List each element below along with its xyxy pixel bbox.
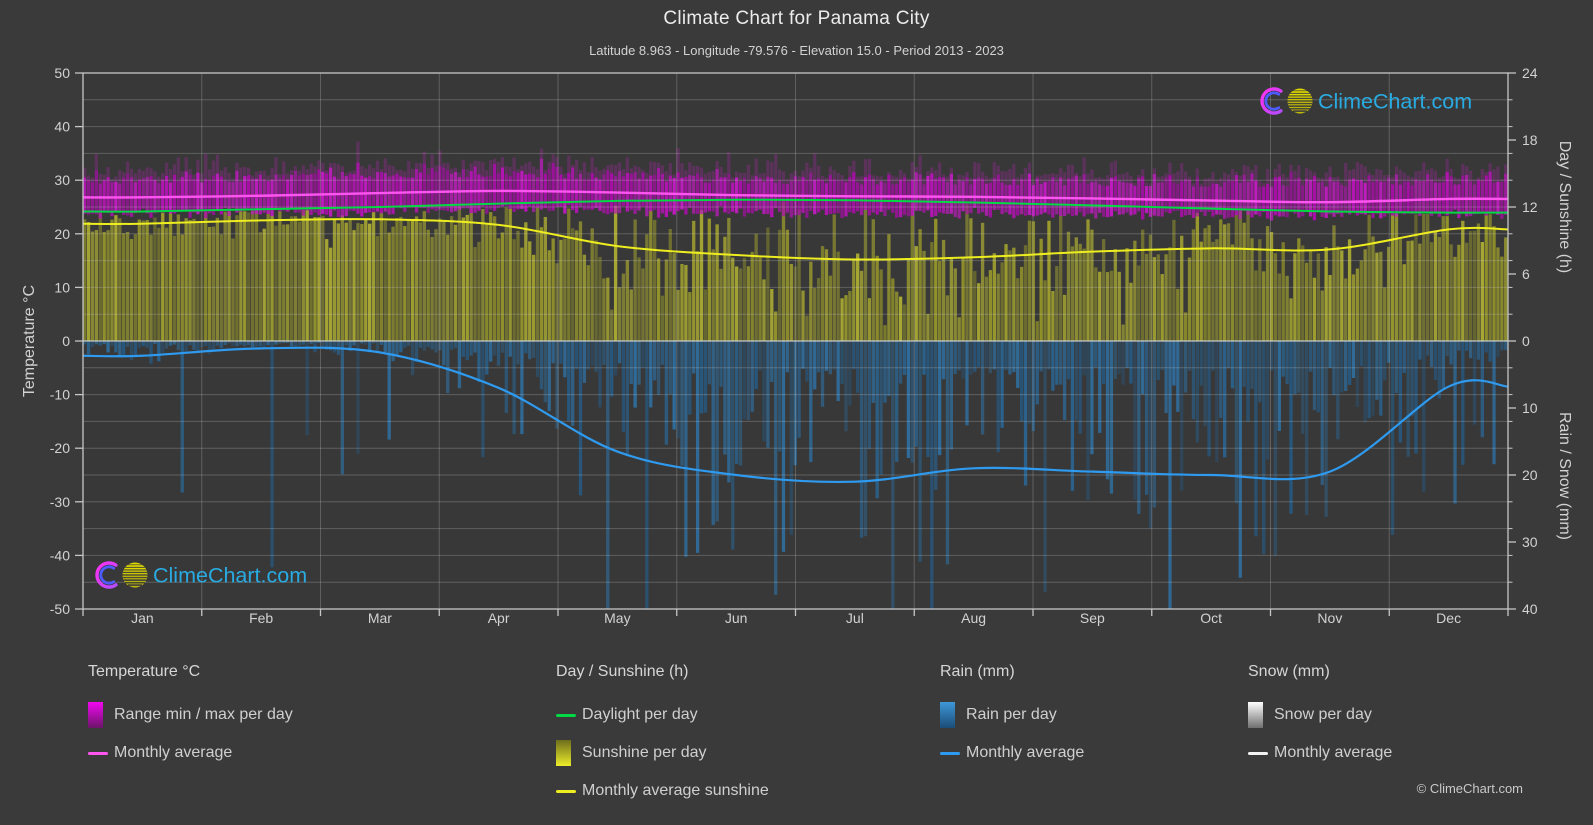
legend-item-label: Monthly average [966, 744, 1085, 761]
legend-header-snow: Snow (mm) [1248, 663, 1330, 680]
daylight-line-icon [556, 713, 576, 717]
svg-text:-40: -40 [50, 547, 70, 563]
svg-text:Aug: Aug [961, 610, 986, 626]
svg-text:20: 20 [54, 226, 70, 242]
rain-average-line-icon [940, 751, 960, 755]
snow-swatch-icon [1248, 702, 1263, 728]
chart-subtitle: Latitude 8.963 - Longitude -79.576 - Ele… [589, 43, 1004, 58]
climechart-watermark-text: ClimeChart.com [1318, 90, 1472, 114]
sunshine-daily-bars [83, 201, 1508, 341]
svg-text:12: 12 [1522, 199, 1538, 215]
legend-item-label: Monthly average sunshine [582, 782, 769, 799]
svg-text:10: 10 [54, 279, 70, 295]
rain-swatch-icon [940, 702, 955, 728]
svg-text:Jul: Jul [846, 610, 864, 626]
axis-frame [75, 72, 1516, 616]
svg-text:18: 18 [1522, 132, 1538, 148]
svg-text:0: 0 [1522, 333, 1530, 349]
svg-text:20: 20 [1522, 467, 1538, 483]
legend-item-snow-monthly-average: Monthly average [1248, 739, 1392, 767]
temp-average-line-icon [88, 751, 108, 755]
svg-text:0: 0 [62, 333, 70, 349]
legend-header-temperature: Temperature °C [88, 663, 201, 680]
legend-item-label: Snow per day [1274, 706, 1372, 723]
svg-text:30: 30 [54, 172, 70, 188]
svg-text:Apr: Apr [488, 610, 510, 626]
svg-text:-50: -50 [50, 601, 70, 617]
snow-average-line-icon [1248, 751, 1268, 755]
svg-text:May: May [604, 610, 630, 626]
legend-item-temp-range: Range min / max per day [88, 701, 293, 729]
svg-text:Dec: Dec [1436, 610, 1461, 626]
y-axis-label-rain-snow: Rain / Snow (mm) [1556, 411, 1573, 541]
watermark-logo-top-right[interactable]: ClimeChart.com [1260, 87, 1472, 115]
legend-item-rain-monthly-average: Monthly average [940, 739, 1084, 767]
axis-tick-labels: 50 40 30 20 10 0 -10 -20 -30 -40 -50 24 18 12 6 0 10 20 30… [50, 65, 1538, 626]
svg-text:40: 40 [54, 119, 70, 135]
svg-text:Sep: Sep [1080, 610, 1105, 626]
climechart-watermark-text: ClimeChart.com [153, 564, 307, 588]
legend-item-daylight: Daylight per day [556, 701, 698, 729]
y-axis-label-day-sunshine: Day / Sunshine (h) [1556, 140, 1573, 274]
daylight-line [82, 198, 1509, 214]
svg-text:Jun: Jun [725, 610, 748, 626]
svg-text:40: 40 [1522, 601, 1538, 617]
svg-text:Oct: Oct [1200, 610, 1222, 626]
svg-text:50: 50 [54, 65, 70, 81]
sunshine-swatch-icon [556, 740, 571, 766]
svg-text:-10: -10 [50, 387, 70, 403]
legend-item-sunshine: Sunshine per day [556, 739, 707, 767]
legend-item-temp-monthly-average: Monthly average [88, 739, 232, 767]
y-axis-label-temperature: Temperature °C [21, 284, 38, 398]
svg-text:10: 10 [1522, 400, 1538, 416]
rain-average-line [82, 346, 1509, 484]
legend-item-snow-per-day: Snow per day [1248, 701, 1372, 729]
svg-text:Jan: Jan [131, 610, 154, 626]
legend-item-sunshine-monthly-average: Monthly average sunshine [556, 777, 769, 805]
legend-header-day-sunshine: Day / Sunshine (h) [556, 663, 689, 680]
sunshine-average-line-icon [556, 789, 576, 793]
legend-item-rain-per-day: Rain per day [940, 701, 1057, 729]
svg-text:24: 24 [1522, 65, 1538, 81]
legend-item-label: Daylight per day [582, 706, 698, 723]
legend-item-label: Rain per day [966, 706, 1057, 723]
legend-header-rain: Rain (mm) [940, 663, 1015, 680]
legend-item-label: Monthly average [114, 744, 233, 761]
svg-text:30: 30 [1522, 534, 1538, 550]
chart-title: Climate Chart for Panama City [663, 8, 930, 29]
sunshine-average-line [82, 218, 1509, 261]
svg-text:-20: -20 [50, 440, 70, 456]
svg-text:Feb: Feb [249, 610, 273, 626]
svg-text:6: 6 [1522, 266, 1530, 282]
svg-text:-30: -30 [50, 494, 70, 510]
svg-text:Mar: Mar [368, 610, 392, 626]
legend-item-label: Monthly average [1274, 744, 1393, 761]
copyright-text: © ClimeChart.com [1416, 781, 1523, 796]
gridlines [83, 73, 1508, 609]
temperature-average-line [82, 189, 1509, 204]
temp-range-swatch-icon [88, 702, 103, 728]
watermark-logo-bottom-left[interactable]: ClimeChart.com [95, 561, 307, 589]
legend-item-label: Sunshine per day [582, 744, 707, 761]
legend-item-label: Range min / max per day [114, 706, 293, 723]
svg-text:Nov: Nov [1317, 610, 1342, 626]
